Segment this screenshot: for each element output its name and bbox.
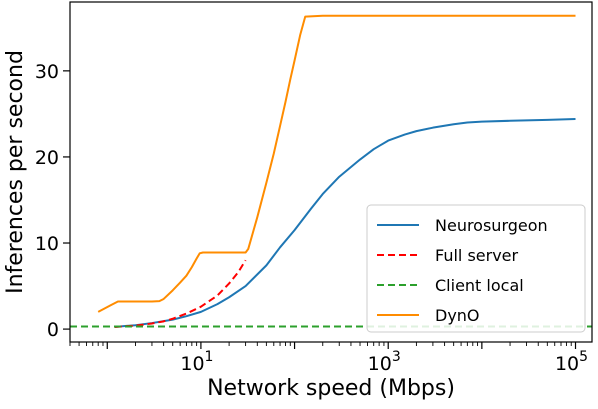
x-axis: 101 103 105 xyxy=(69,342,588,375)
y-axis-label: Inferences per second xyxy=(3,50,28,294)
y-tick-label: 0 xyxy=(47,319,59,341)
legend-entry-label: Full server xyxy=(435,246,519,265)
y-axis: 0 10 20 30 xyxy=(35,61,70,341)
x-tick-label: 105 xyxy=(555,349,588,375)
legend: Neurosurgeon Full server Client local DynO xyxy=(366,204,586,333)
legend-box xyxy=(366,204,586,333)
x-tick-label: 103 xyxy=(368,349,401,375)
x-tick-label: 101 xyxy=(180,349,213,375)
legend-entry-label: Neurosurgeon xyxy=(435,216,548,235)
y-tick-label: 10 xyxy=(35,233,59,255)
legend-entry-label: Client local xyxy=(435,276,524,295)
series-line-neurosurgeon xyxy=(114,118,576,328)
legend-entry-label: DynO xyxy=(435,306,480,325)
x-axis-label: Network speed (Mbps) xyxy=(207,376,455,401)
plot-frame xyxy=(69,1,593,343)
series-line-dyno xyxy=(97,14,576,313)
y-tick-label: 30 xyxy=(35,61,59,83)
y-tick-label: 20 xyxy=(35,147,59,169)
series-line-full-server xyxy=(114,259,247,328)
